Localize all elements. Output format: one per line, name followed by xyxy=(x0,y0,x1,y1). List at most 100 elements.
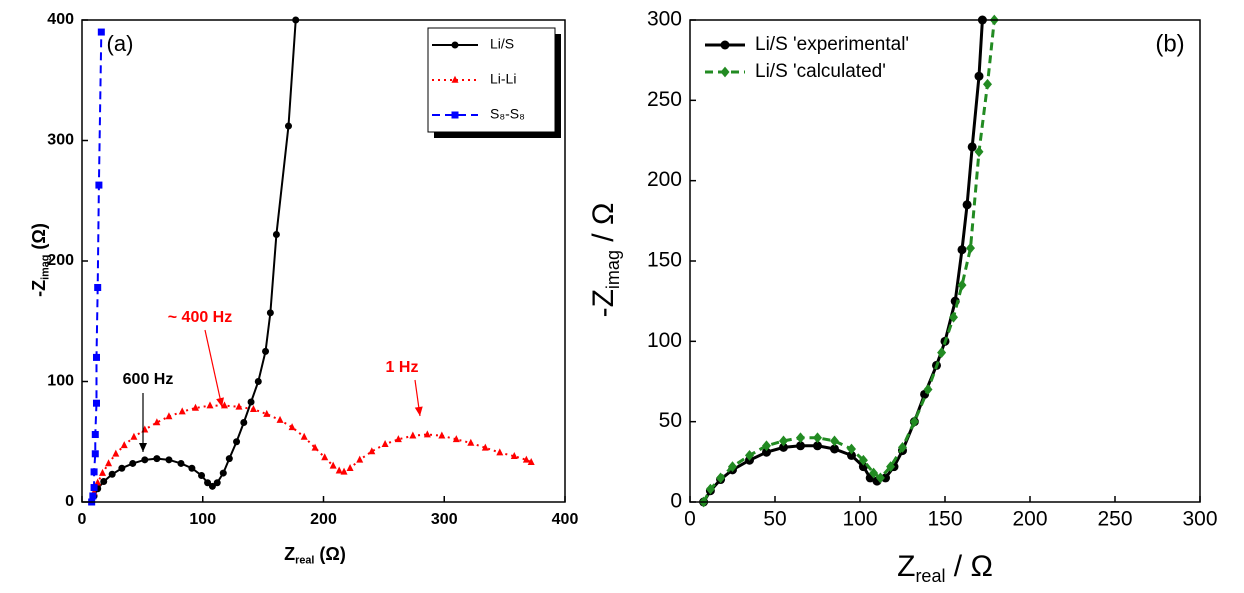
x-tick-label: 300 xyxy=(1182,508,1217,531)
point xyxy=(949,311,958,323)
point xyxy=(452,435,460,443)
legend-label: Li/S 'experimental' xyxy=(755,34,909,55)
legend-label: Li/S xyxy=(490,36,514,52)
point xyxy=(909,416,919,428)
point xyxy=(335,466,343,474)
x-tick-label: 0 xyxy=(684,508,696,531)
point xyxy=(875,472,885,484)
plot-frame xyxy=(689,19,1201,503)
point xyxy=(213,479,221,487)
x-tick-label: 50 xyxy=(763,508,786,531)
y-tick-label: 300 xyxy=(47,132,74,149)
point xyxy=(235,402,243,410)
x-tick-label: 400 xyxy=(552,511,579,528)
point xyxy=(381,439,389,447)
point xyxy=(240,418,248,426)
point xyxy=(368,447,376,455)
point xyxy=(266,309,274,317)
point xyxy=(311,443,319,451)
point xyxy=(192,403,200,411)
point xyxy=(262,347,270,355)
point xyxy=(847,443,856,455)
point xyxy=(188,464,196,472)
y-tick-label: 0 xyxy=(670,490,682,513)
point xyxy=(120,441,128,449)
point xyxy=(99,468,107,476)
point xyxy=(329,461,337,469)
point xyxy=(129,459,137,467)
xlabel-label-sub: real xyxy=(915,566,945,586)
point xyxy=(923,384,933,395)
x-tick-label: 250 xyxy=(1097,508,1132,531)
ylabel-label-main: -Z xyxy=(587,289,620,317)
xlabel-label-main: Z xyxy=(284,544,295,564)
point xyxy=(962,200,972,210)
point xyxy=(813,432,822,444)
point xyxy=(141,425,149,433)
point xyxy=(97,28,105,36)
point xyxy=(272,230,280,238)
point xyxy=(409,431,417,439)
point xyxy=(300,432,308,440)
series-line xyxy=(702,20,996,502)
point xyxy=(177,459,185,467)
point xyxy=(496,448,504,456)
point xyxy=(451,41,459,49)
x-tick-label: 100 xyxy=(189,511,216,528)
xlabel-axis-label: Zreal (Ω) xyxy=(284,544,346,567)
point xyxy=(830,444,839,454)
arrow-head xyxy=(216,397,224,407)
point xyxy=(178,407,186,415)
point xyxy=(92,399,100,407)
point xyxy=(100,478,108,486)
point xyxy=(165,412,173,420)
point xyxy=(91,450,99,458)
point xyxy=(204,479,212,487)
point xyxy=(247,398,255,406)
point xyxy=(881,473,890,483)
x-tick-label: 100 xyxy=(842,508,877,531)
ylabel-label-unit: (Ω) xyxy=(29,223,49,254)
point xyxy=(720,40,730,50)
xlabel-label-main: Z xyxy=(897,550,915,583)
y-tick-label: 200 xyxy=(647,168,682,191)
point xyxy=(745,450,754,461)
point xyxy=(90,484,98,492)
annotation: 1 Hz xyxy=(386,359,419,376)
y-tick-label: 0 xyxy=(65,493,74,510)
y-tick-label: 300 xyxy=(647,8,682,31)
point xyxy=(847,450,856,460)
x-tick-label: 0 xyxy=(78,511,87,528)
point xyxy=(438,431,446,439)
point xyxy=(451,75,459,83)
legend-label: S₈-S₈ xyxy=(490,106,525,122)
point xyxy=(219,469,227,477)
panel-label: (a) xyxy=(107,31,134,56)
y-tick-label: 100 xyxy=(647,329,682,352)
panel-label: (b) xyxy=(1155,30,1184,57)
point xyxy=(830,435,839,447)
point xyxy=(796,441,805,451)
y-tick-label: 400 xyxy=(47,11,74,28)
point xyxy=(779,435,788,447)
point xyxy=(346,464,354,472)
point xyxy=(130,432,138,440)
point xyxy=(141,456,149,464)
plot-frame xyxy=(81,19,566,503)
point xyxy=(974,71,984,81)
point xyxy=(105,459,113,467)
point xyxy=(957,245,967,255)
point xyxy=(225,455,233,463)
point xyxy=(510,452,518,460)
xlabel-label-sub: real xyxy=(295,554,314,566)
y-tick-label: 150 xyxy=(647,249,682,272)
x-tick-label: 200 xyxy=(310,511,337,528)
point xyxy=(94,284,102,292)
point xyxy=(276,415,284,423)
point xyxy=(779,442,788,452)
point xyxy=(206,401,214,409)
ylabel-axis-label: -Zimag (Ω) xyxy=(29,223,52,297)
arrow-head xyxy=(139,443,147,452)
